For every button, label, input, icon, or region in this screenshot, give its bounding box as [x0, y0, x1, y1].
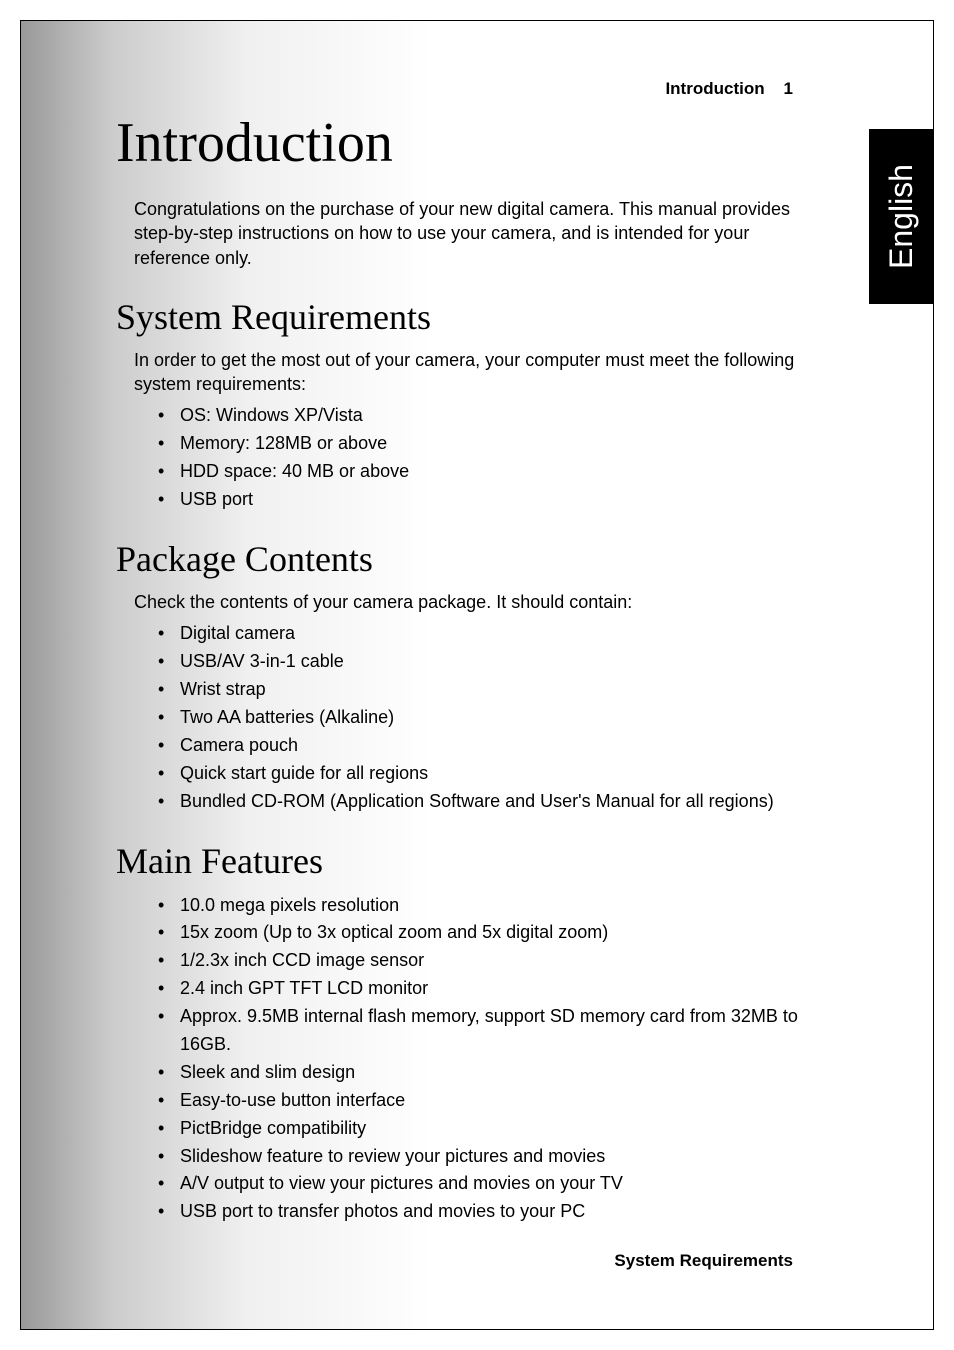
list-item: Digital camera [158, 620, 803, 648]
page-content: Introduction Congratulations on the purc… [116, 111, 803, 1250]
section-title-package-contents: Package Contents [116, 538, 803, 580]
list-item: Easy-to-use button interface [158, 1087, 803, 1115]
list-item: 15x zoom (Up to 3x optical zoom and 5x d… [158, 919, 803, 947]
package-contents-list: Digital camera USB/AV 3-in-1 cable Wrist… [158, 620, 803, 815]
main-features-list: 10.0 mega pixels resolution 15x zoom (Up… [158, 892, 803, 1227]
list-item: Memory: 128MB or above [158, 430, 803, 458]
list-item: 1/2.3x inch CCD image sensor [158, 947, 803, 975]
list-item: Slideshow feature to review your picture… [158, 1143, 803, 1171]
list-item: HDD space: 40 MB or above [158, 458, 803, 486]
intro-paragraph: Congratulations on the purchase of your … [134, 197, 803, 270]
list-item: USB/AV 3-in-1 cable [158, 648, 803, 676]
list-item: Camera pouch [158, 732, 803, 760]
header-chapter: Introduction [665, 79, 764, 98]
page-header: Introduction 1 [665, 79, 793, 99]
list-item: OS: Windows XP/Vista [158, 402, 803, 430]
language-tab-label: English [883, 164, 920, 269]
chapter-title: Introduction [116, 111, 803, 175]
header-page-number: 1 [784, 79, 793, 98]
list-item: Sleek and slim design [158, 1059, 803, 1087]
list-item: USB port to transfer photos and movies t… [158, 1198, 803, 1226]
list-item: 2.4 inch GPT TFT LCD monitor [158, 975, 803, 1003]
list-item: 10.0 mega pixels resolution [158, 892, 803, 920]
language-tab: English [869, 129, 933, 304]
section-intro-system-requirements: In order to get the most out of your cam… [134, 348, 803, 397]
footer-section-label: System Requirements [614, 1251, 793, 1270]
section-title-system-requirements: System Requirements [116, 296, 803, 338]
header-spacer [769, 79, 778, 98]
list-item: A/V output to view your pictures and mov… [158, 1170, 803, 1198]
page-footer: System Requirements [614, 1251, 793, 1271]
list-item: Two AA batteries (Alkaline) [158, 704, 803, 732]
list-item: USB port [158, 486, 803, 514]
list-item: PictBridge compatibility [158, 1115, 803, 1143]
system-requirements-list: OS: Windows XP/Vista Memory: 128MB or ab… [158, 402, 803, 514]
section-intro-package-contents: Check the contents of your camera packag… [134, 590, 803, 614]
list-item: Bundled CD-ROM (Application Software and… [158, 788, 803, 816]
section-title-main-features: Main Features [116, 840, 803, 882]
list-item: Quick start guide for all regions [158, 760, 803, 788]
list-item: Approx. 9.5MB internal flash memory, sup… [158, 1003, 803, 1059]
page-frame: Introduction 1 English Introduction Cong… [20, 20, 934, 1330]
list-item: Wrist strap [158, 676, 803, 704]
